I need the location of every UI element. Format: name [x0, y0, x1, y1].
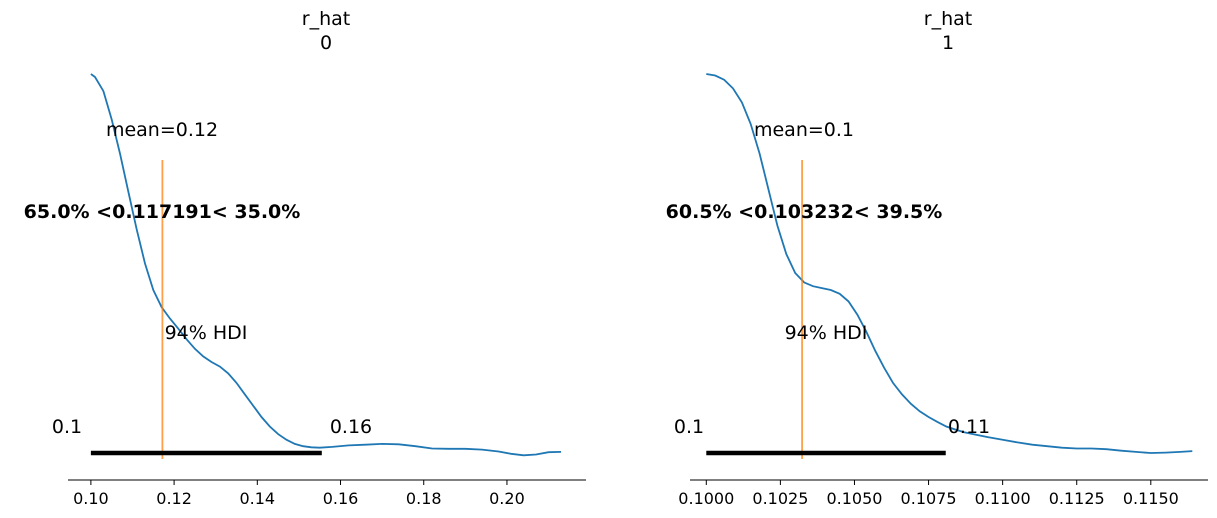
panel-title: r_hat — [924, 8, 972, 30]
panel-title: r_hat — [302, 8, 350, 30]
kde-density-line — [706, 73, 1193, 454]
x-tick-label: 0.1025 — [752, 489, 808, 508]
kde-density-line — [90, 73, 562, 457]
x-tick-label: 0.12 — [156, 489, 192, 508]
x-tick-label: 0.1000 — [678, 489, 734, 508]
panel-r-hat-0: r_hat 0 0.10 0.12 0.14 0.16 0.18 0.20 mean=0.… — [24, 8, 586, 508]
reference-label: 60.5% <0.103232< 39.5% — [666, 201, 943, 223]
hdi-label: 94% HDI — [165, 322, 248, 344]
panel-r-hat-1: r_hat 1 0.1000 0.1025 0.1050 0.1075 0.1100 0.… — [666, 8, 1208, 508]
x-ticks: 0.1000 0.1025 0.1050 0.1075 0.1100 0.1125 0.11… — [678, 480, 1179, 508]
x-tick-label: 0.10 — [73, 489, 109, 508]
hdi-high-label: 0.16 — [330, 416, 372, 438]
hdi-low-label: 0.1 — [674, 416, 704, 438]
x-tick-label: 0.18 — [406, 489, 442, 508]
x-tick-label: 0.20 — [489, 489, 525, 508]
x-tick-label: 0.1075 — [901, 489, 957, 508]
hdi-low-label: 0.1 — [52, 416, 82, 438]
x-tick-label: 0.1125 — [1049, 489, 1105, 508]
x-tick-label: 0.1150 — [1123, 489, 1179, 508]
mean-label: mean=0.12 — [106, 119, 218, 141]
reference-label: 65.0% <0.117191< 35.0% — [24, 201, 301, 223]
x-tick-label: 0.14 — [239, 489, 275, 508]
hdi-label: 94% HDI — [785, 322, 868, 344]
x-tick-label: 0.1100 — [975, 489, 1031, 508]
panel-subtitle: 1 — [942, 32, 954, 54]
panel-subtitle: 0 — [320, 32, 332, 54]
hdi-high-label: 0.11 — [948, 416, 990, 438]
x-ticks: 0.10 0.12 0.14 0.16 0.18 0.20 — [73, 480, 525, 508]
x-tick-label: 0.16 — [323, 489, 359, 508]
x-tick-label: 0.1050 — [826, 489, 882, 508]
mean-label: mean=0.1 — [754, 119, 854, 141]
